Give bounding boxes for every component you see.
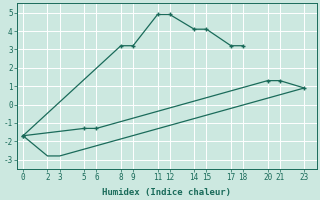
X-axis label: Humidex (Indice chaleur): Humidex (Indice chaleur)	[102, 188, 231, 197]
